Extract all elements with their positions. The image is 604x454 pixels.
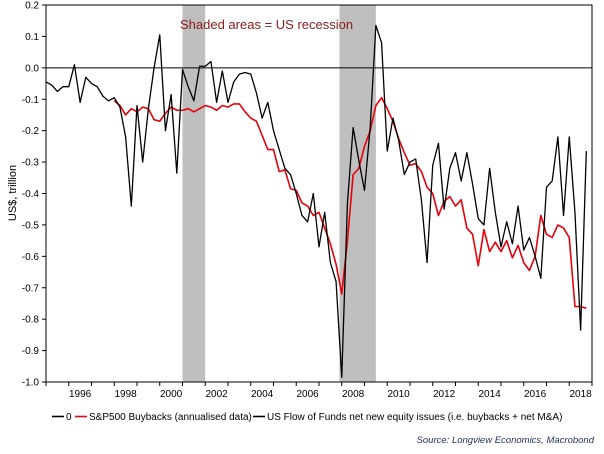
y-tick-label: -0.1 bbox=[22, 95, 40, 106]
y-tick-label: -0.6 bbox=[22, 252, 40, 263]
series-lines bbox=[45, 24, 587, 378]
y-tick-label: 0.1 bbox=[25, 32, 39, 43]
y-tick-label: -0.5 bbox=[22, 220, 40, 231]
y-tick-label: -0.7 bbox=[22, 283, 40, 294]
x-tick-label: 2012 bbox=[433, 389, 456, 400]
x-tick-label: 2000 bbox=[160, 389, 183, 400]
source-note: Source: Longview Economics, Macrobond bbox=[417, 435, 595, 446]
series-line-flow bbox=[45, 24, 587, 378]
x-tick-label: 2006 bbox=[297, 389, 320, 400]
y-axis-label: US$, trillion bbox=[7, 165, 19, 221]
x-tick-label: 2002 bbox=[206, 389, 229, 400]
x-tick-label: 2004 bbox=[251, 389, 274, 400]
y-tick-label: -0.9 bbox=[22, 346, 40, 357]
x-tick-label: 2018 bbox=[570, 389, 593, 400]
recession-band-2 bbox=[339, 5, 376, 382]
y-tick-label: 0.2 bbox=[25, 1, 39, 12]
y-tick-label: -0.3 bbox=[22, 158, 40, 169]
x-tick-label: 2008 bbox=[342, 389, 365, 400]
recession-annotation: Shaded areas = US recession bbox=[180, 17, 353, 32]
y-axis-ticks: 0.2 0.1 0.0 -0.1 -0.2 -0.3 -0.4 -0.5 -0.6 -0.7 -0.… bbox=[22, 1, 46, 389]
x-tick-label: 2010 bbox=[388, 389, 411, 400]
legend: 0 S&P500 Buybacks (annualised data) US Flo… bbox=[52, 412, 562, 423]
y-tick-label: 0.0 bbox=[25, 63, 39, 74]
y-tick-label: -1.0 bbox=[22, 378, 40, 389]
y-tick-label: -0.4 bbox=[22, 189, 40, 200]
y-tick-label: -0.2 bbox=[22, 126, 40, 137]
x-tick-label: 2014 bbox=[479, 389, 502, 400]
x-tick-label: 1998 bbox=[115, 389, 138, 400]
x-axis-ticks: 1996 1998 2000 2002 2004 2006 2008 2010 2012 2014… bbox=[45, 382, 593, 400]
series-line-buybacks bbox=[113, 96, 587, 309]
y-tick-label: -0.8 bbox=[22, 315, 40, 326]
legend-label-zero: 0 bbox=[66, 412, 72, 423]
x-tick-label: 1996 bbox=[69, 389, 92, 400]
legend-label-buybacks: S&P500 Buybacks (annualised data) bbox=[89, 412, 252, 423]
x-tick-label: 2016 bbox=[524, 389, 547, 400]
recession-band-1 bbox=[182, 5, 206, 382]
legend-label-flow: US Flow of Funds net new equity issues (… bbox=[267, 412, 562, 423]
